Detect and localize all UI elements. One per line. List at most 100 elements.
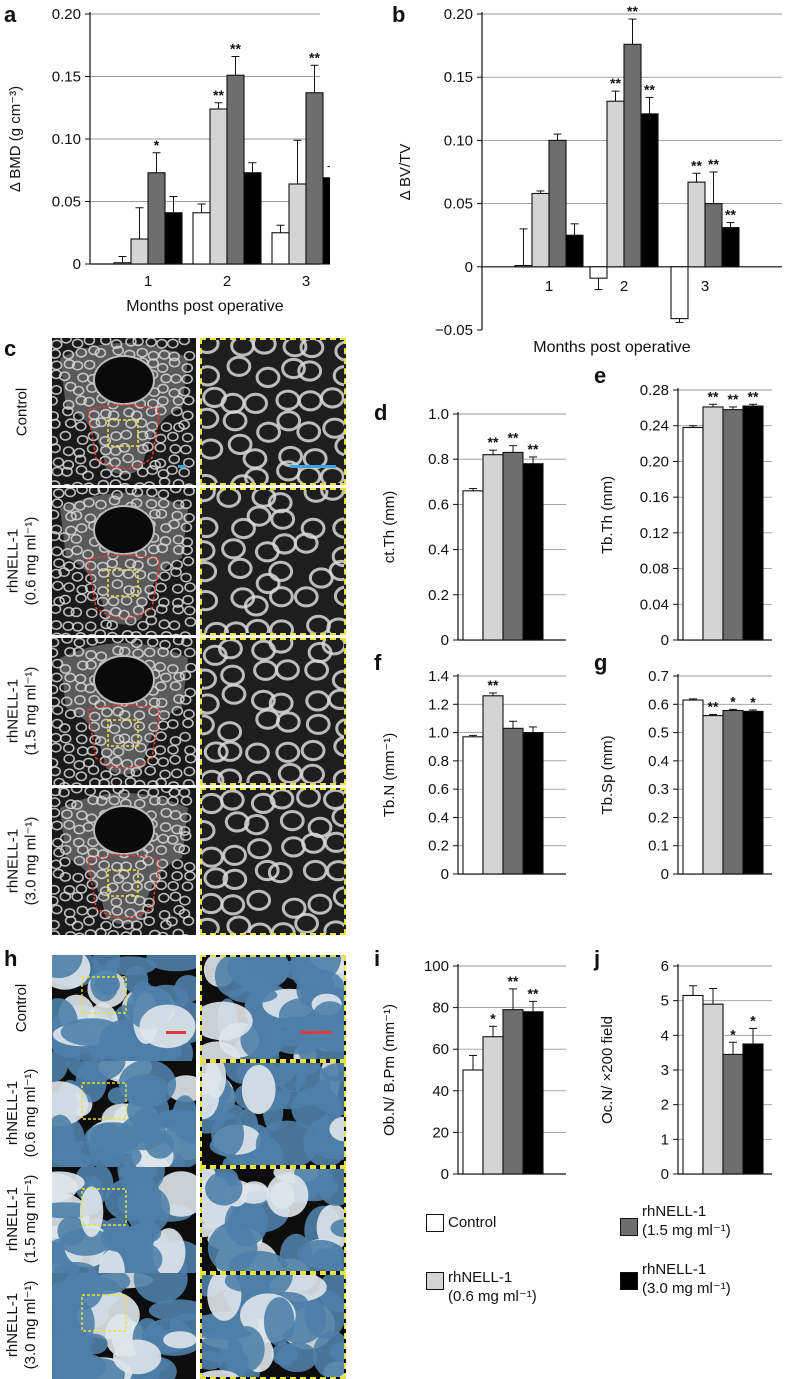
chart-a-ytick-label: 0.15 — [52, 69, 81, 86]
chart-a-bar — [322, 177, 330, 265]
legend-swatch-rh06 — [426, 1272, 444, 1290]
chart-d-ytick-label: 0 — [441, 632, 449, 649]
chart-d-sig-label: ** — [508, 430, 519, 446]
chart-i-ytick-label: 0 — [441, 1166, 449, 1183]
chart-b-bar — [589, 266, 608, 279]
chart-i-bar — [482, 1036, 504, 1175]
chart-b-xtick-label: 3 — [701, 278, 709, 295]
chart-e-sig-label: ** — [708, 388, 719, 404]
micro-h-row-label: Control — [13, 955, 31, 1061]
chart-e-ytick-label: 0.12 — [640, 525, 669, 542]
chart-a-bar — [288, 183, 307, 265]
chart-b-sig-label: ** — [691, 157, 702, 173]
chart-e-bar — [682, 426, 704, 641]
chart-i-sig-label: * — [490, 1010, 496, 1026]
micro-h-row-label: rhNELL-1 (1.5 mg ml⁻¹) — [4, 1166, 40, 1272]
chart-i-ytick-label: 80 — [432, 1000, 449, 1017]
chart-j-ocn: 0 1 2 3 4 5 6 Oc.N/ ×200 field * * — [599, 958, 772, 1183]
micro-h-row-label-line2: (3.0 mg ml⁻¹) — [22, 1280, 39, 1370]
legend-label-rh15: rhNELL-1 — [642, 1203, 707, 1220]
chart-j-ylabel: Oc.N/ ×200 field — [599, 1016, 616, 1124]
micro-ct-zoom-image — [200, 338, 346, 485]
micro-ct-overview-image — [52, 488, 196, 635]
chart-i-ytick-label: 20 — [432, 1124, 449, 1141]
chart-g-bar — [702, 715, 724, 875]
chart-b-bar — [531, 192, 550, 268]
chart-b-ytick-label: 0.05 — [444, 196, 473, 213]
chart-a-ytick-label: 0.05 — [52, 194, 81, 211]
chart-a-xtick-label: 1 — [144, 273, 152, 290]
chart-b-xtick-label: 2 — [620, 278, 628, 295]
chart-f-ytick-label: 0.4 — [428, 809, 449, 826]
micro-h-row-label: rhNELL-1 (3.0 mg ml⁻¹) — [4, 1272, 40, 1378]
micro-h-row-label-line1: rhNELL-1 — [4, 1080, 21, 1146]
chart-b-bar — [514, 264, 533, 268]
chart-i-sig-label: ** — [528, 985, 539, 1001]
chart-b-bar — [623, 43, 642, 268]
legend-swatch-rh30 — [620, 1272, 638, 1290]
chart-e-ytick-label: 0.16 — [640, 489, 669, 506]
panel-letter-b: b — [392, 2, 406, 27]
chart-i-ytick-label: 100 — [424, 958, 449, 975]
chart-d-ytick-label: 0.4 — [428, 542, 449, 559]
micro-ct-overview-image — [52, 638, 196, 785]
legend-swatch-control — [426, 1214, 444, 1232]
chart-g-sig-label: * — [750, 694, 756, 710]
chart-j-sig-label: * — [730, 1026, 736, 1042]
chart-f-ylabel: Tb.N (mm⁻¹) — [381, 733, 398, 818]
chart-b-ytick-label: 0.15 — [444, 69, 473, 86]
chart-j-bar — [742, 1043, 764, 1175]
chart-d-ctth: 0 0.2 0.4 0.6 0.8 1.0 ct.Th (mm) ** ** ** — [381, 406, 566, 649]
chart-d-sig-label: ** — [528, 441, 539, 457]
histology-overview-image — [52, 1061, 196, 1167]
chart-g-ytick-label: 0.7 — [648, 668, 669, 685]
ct-zoom-scale-bar — [290, 465, 336, 468]
chart-d-bar — [482, 454, 504, 641]
chart-a-ylabel: Δ BMD (g cm⁻³) — [7, 86, 24, 192]
histology-overview-image — [52, 1167, 196, 1273]
micro-ct-zoom-image — [200, 638, 346, 785]
chart-a-bar — [243, 172, 262, 265]
histology-zoom-scale-bar — [300, 1031, 332, 1034]
chart-a-bar — [209, 108, 228, 265]
chart-g-sig-label: ** — [708, 698, 719, 714]
micro-c-row-label-line1: rhNELL-1 — [4, 678, 21, 743]
chart-f-bar — [462, 736, 484, 875]
chart-d-ytick-label: 0.2 — [428, 587, 449, 604]
chart-j-bar — [682, 994, 704, 1175]
chart-f-ytick-label: 1.4 — [428, 668, 449, 685]
micro-c-row-label-line1: Control — [13, 387, 30, 436]
chart-a-bar — [192, 212, 211, 265]
chart-e-bar — [722, 409, 744, 641]
chart-g-ytick-label: 0 — [661, 866, 669, 883]
chart-j-ytick-label: 2 — [661, 1097, 669, 1114]
chart-b-bar — [548, 139, 567, 268]
chart-g-tbsp: 00.10.20.30.40.50.60.7Tb.Sp (mm)** * * — [599, 668, 772, 883]
chart-i-bar — [462, 1069, 484, 1175]
chart-b-sig-label: ** — [708, 156, 719, 172]
chart-b-sig-label: ** — [725, 207, 736, 223]
chart-f-bar — [522, 732, 544, 875]
chart-f-ytick-label: 0 — [441, 866, 449, 883]
chart-b-sig-label: ** — [627, 3, 638, 19]
chart-d-bar — [462, 490, 484, 641]
histology-zoom-image — [200, 1061, 346, 1167]
chart-b-bar — [606, 100, 625, 268]
chart-a-sig-label: ** — [213, 87, 224, 103]
legend-label-rh30-dose: (3.0 mg ml⁻¹) — [642, 1280, 731, 1297]
micro-ct-overview-image — [52, 338, 196, 485]
legend-label-rh06: rhNELL-1 — [448, 1269, 513, 1286]
chart-a-ytick-label: 0.20 — [52, 6, 81, 23]
chart-f-ytick-label: 0.6 — [428, 781, 449, 798]
chart-g-bar — [742, 710, 764, 875]
chart-a-bar — [305, 92, 324, 265]
micro-h-row-label-line1: rhNELL-1 — [4, 1186, 21, 1252]
chart-b-bvtv: −0.05 0 0.05 0.10 0.15 0.20 Δ BV/TV 1 ** ** ** 2 ** *… — [397, 3, 782, 356]
panel-letter-g: g — [594, 650, 608, 675]
chart-b-bar — [565, 234, 584, 268]
chart-e-ytick-label: 0.04 — [640, 596, 669, 613]
chart-d-bar — [502, 451, 524, 641]
chart-g-ylabel: Tb.Sp (mm) — [599, 735, 616, 814]
chart-a-bar — [164, 212, 183, 265]
chart-a-xlabel: Months post operative — [126, 298, 284, 315]
